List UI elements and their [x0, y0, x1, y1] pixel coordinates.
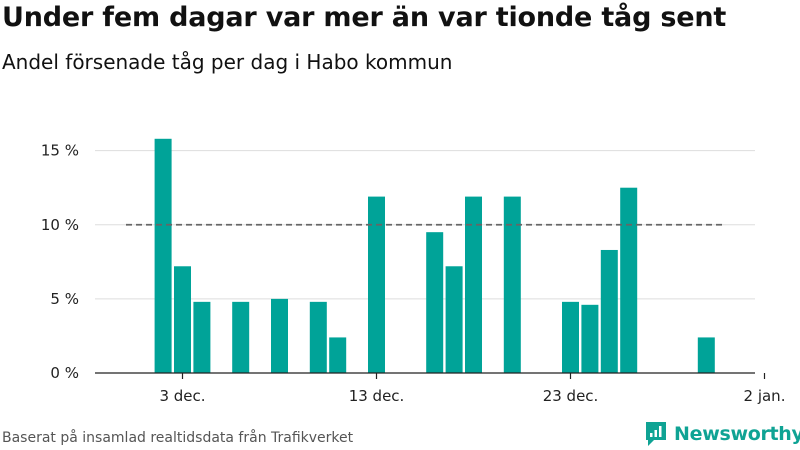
- newsworthy-logo-icon: [646, 422, 666, 446]
- bar: [309, 301, 327, 373]
- bar: [445, 266, 463, 373]
- source-note: Baserat på insamlad realtidsdata från Tr…: [2, 430, 354, 446]
- bar: [232, 301, 250, 373]
- bar: [426, 232, 444, 373]
- x-tick-label: 13 dec.: [349, 387, 405, 405]
- newsworthy-logo: Newsworthy: [644, 420, 800, 448]
- y-axis-tick-labels: 0 % 5 % 10 % 15 %: [41, 142, 79, 382]
- y-tick-label: 0 %: [50, 364, 79, 382]
- y-tick-label: 10 %: [41, 216, 79, 234]
- bar: [368, 196, 385, 373]
- chart-title: Under fem dagar var mer än var tionde tå…: [2, 2, 727, 33]
- bar: [562, 301, 579, 373]
- bar: [600, 249, 618, 373]
- bar: [620, 187, 638, 373]
- bar: [193, 301, 211, 373]
- bar: [697, 337, 715, 373]
- bar: [503, 196, 521, 373]
- y-tick-label: 15 %: [41, 142, 79, 160]
- x-tick-label: 3 dec.: [159, 387, 205, 405]
- chart-subtitle: Andel försenade tåg per dag i Habo kommu…: [2, 50, 453, 74]
- bar: [271, 298, 288, 373]
- bar: [465, 196, 482, 373]
- x-tick-label: 2 jan.: [744, 387, 786, 405]
- gridlines: [95, 150, 755, 300]
- bar: [329, 337, 347, 373]
- bar: [154, 138, 172, 373]
- y-tick-label: 5 %: [50, 290, 79, 308]
- bar-chart: 0 % 5 % 10 % 15 % 3 dec. 13 dec. 23 dec. 2 jan…: [41, 138, 786, 405]
- bar: [581, 304, 599, 373]
- bars: [154, 138, 715, 373]
- bar: [174, 266, 191, 373]
- logo-text: Newsworthy: [674, 423, 800, 445]
- x-axis: 3 dec. 13 dec. 23 dec. 2 jan.: [95, 372, 786, 405]
- x-tick-label: 23 dec.: [543, 387, 599, 405]
